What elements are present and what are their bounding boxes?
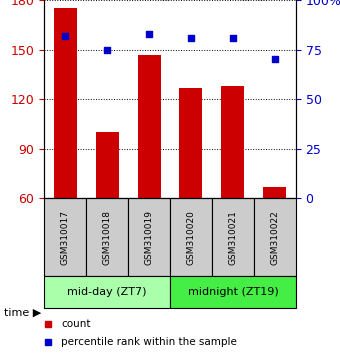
Text: midnight (ZT19): midnight (ZT19) <box>188 287 278 297</box>
Bar <box>86 198 128 276</box>
Bar <box>44 198 86 276</box>
Text: GSM310022: GSM310022 <box>270 210 279 264</box>
Bar <box>170 276 296 308</box>
Text: count: count <box>61 319 91 329</box>
Text: time ▶: time ▶ <box>3 308 41 318</box>
Point <box>188 35 194 40</box>
Point <box>63 33 68 39</box>
Text: GSM310021: GSM310021 <box>228 210 237 265</box>
Point <box>230 35 236 40</box>
Text: GSM310019: GSM310019 <box>144 210 154 265</box>
Point <box>104 47 110 52</box>
Bar <box>170 198 212 276</box>
Bar <box>128 198 170 276</box>
Bar <box>180 87 203 297</box>
Text: percentile rank within the sample: percentile rank within the sample <box>61 337 237 348</box>
Bar <box>44 276 170 308</box>
Bar <box>221 86 244 297</box>
Bar <box>54 8 77 297</box>
Bar <box>254 198 296 276</box>
Bar <box>212 198 254 276</box>
Text: GSM310018: GSM310018 <box>103 210 112 265</box>
Text: GSM310017: GSM310017 <box>61 210 70 265</box>
Point <box>272 57 277 62</box>
Bar <box>263 187 286 297</box>
Text: GSM310020: GSM310020 <box>186 210 196 265</box>
Point <box>146 31 152 36</box>
Bar <box>96 132 119 297</box>
Bar <box>137 55 160 297</box>
Text: mid-day (ZT7): mid-day (ZT7) <box>67 287 147 297</box>
